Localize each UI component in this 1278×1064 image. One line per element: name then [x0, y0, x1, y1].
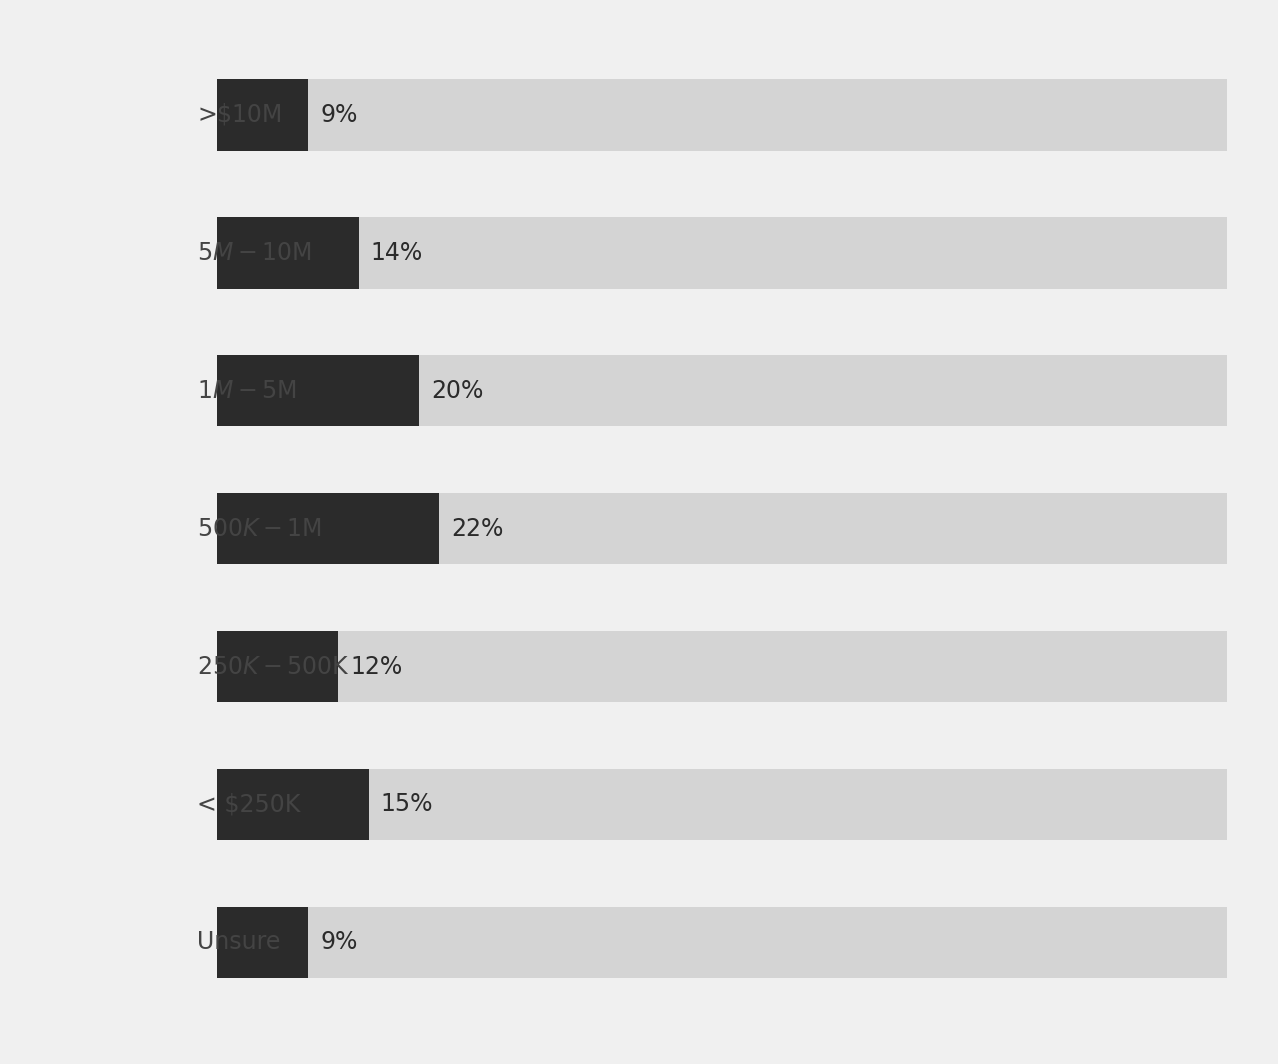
- Bar: [217, 354, 419, 427]
- Text: $5M - $10M: $5M - $10M: [197, 240, 312, 265]
- Text: >$10M: >$10M: [197, 103, 282, 127]
- Text: 12%: 12%: [350, 654, 403, 679]
- Bar: [217, 907, 1227, 978]
- Text: 15%: 15%: [381, 793, 433, 816]
- Bar: [217, 79, 308, 151]
- Text: $500K - $1M: $500K - $1M: [197, 516, 322, 541]
- Bar: [217, 631, 1227, 702]
- Text: < $250K: < $250K: [197, 793, 300, 816]
- Text: $1M - $5M: $1M - $5M: [197, 379, 296, 402]
- Bar: [217, 768, 368, 841]
- Bar: [217, 493, 440, 564]
- Text: 9%: 9%: [321, 103, 358, 127]
- Bar: [217, 631, 339, 702]
- Bar: [217, 768, 1227, 841]
- Bar: [217, 217, 1227, 288]
- Bar: [217, 354, 1227, 427]
- Bar: [217, 217, 359, 288]
- Bar: [217, 907, 308, 978]
- Text: 22%: 22%: [451, 516, 504, 541]
- Text: 9%: 9%: [321, 930, 358, 954]
- Text: $250K - $500K: $250K - $500K: [197, 654, 350, 679]
- Bar: [217, 493, 1227, 564]
- Text: 20%: 20%: [431, 379, 483, 402]
- Bar: [217, 79, 1227, 151]
- Text: 14%: 14%: [371, 240, 423, 265]
- Text: Unsure: Unsure: [197, 930, 280, 954]
